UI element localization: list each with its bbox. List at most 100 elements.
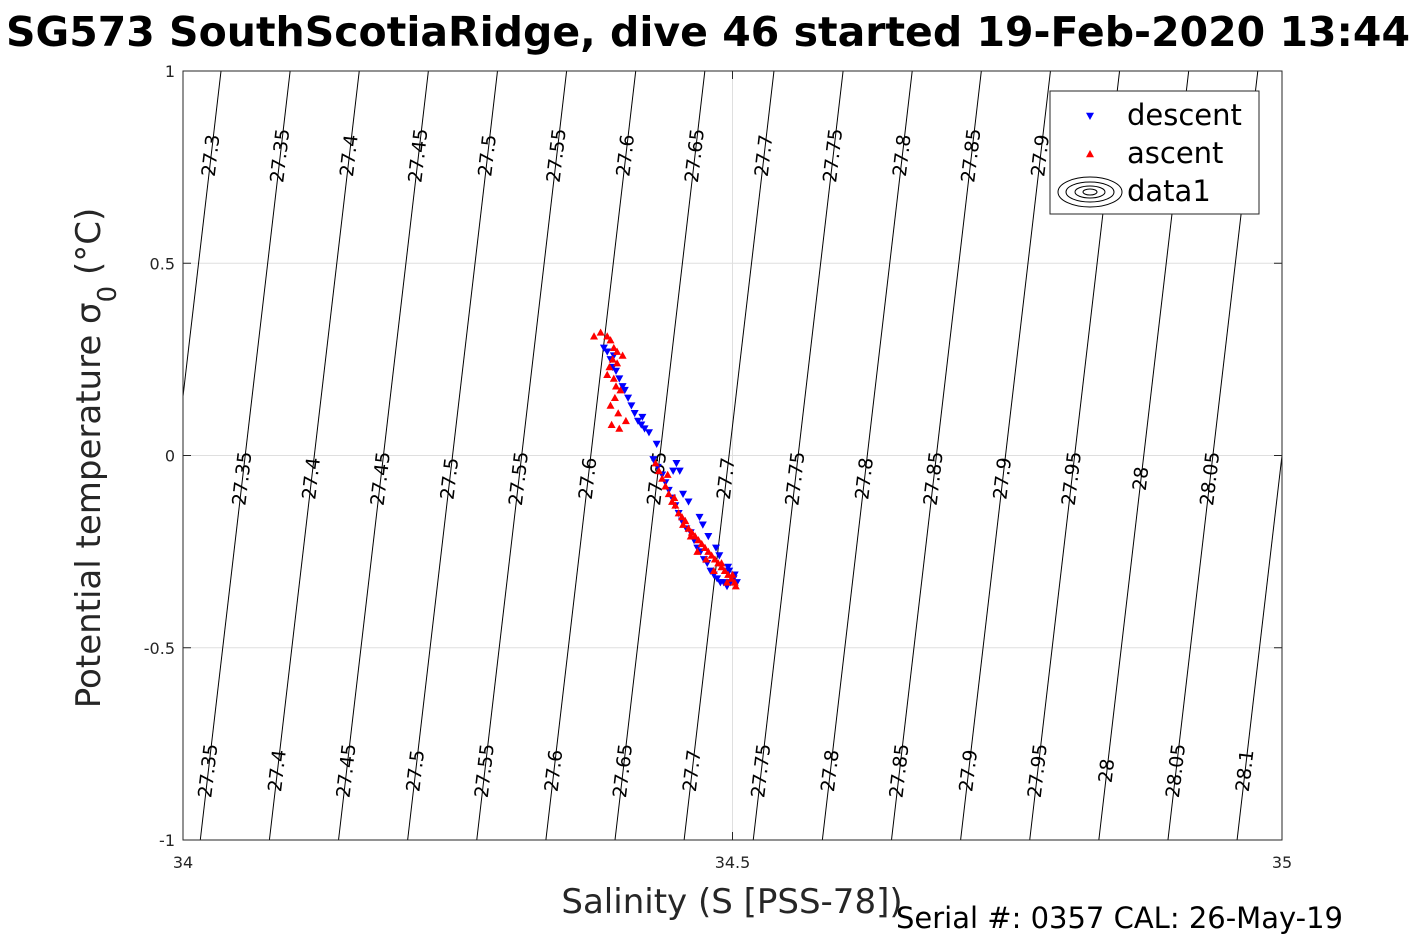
contour-line xyxy=(1306,71,1396,840)
ascent-point xyxy=(728,570,737,578)
ascent-point xyxy=(709,566,718,575)
descent-point xyxy=(620,386,629,395)
contour-label: 27.3 xyxy=(198,133,225,178)
ascent-point xyxy=(605,363,614,371)
contour-label: 27.7 xyxy=(751,133,778,178)
descent-point xyxy=(669,467,678,475)
contour-label: 27.35 xyxy=(228,450,256,507)
ascent-point xyxy=(621,416,630,425)
y-axis-label-subscript: 0 xyxy=(93,286,123,303)
descent-point xyxy=(725,567,734,575)
ascent-point xyxy=(677,513,686,521)
contour-label: 27.8 xyxy=(817,748,844,793)
ascent-point xyxy=(596,328,605,336)
ascent-point xyxy=(613,347,622,355)
descent-point xyxy=(612,367,621,375)
descent-point xyxy=(615,375,624,383)
contour-line xyxy=(821,71,913,840)
contour-label: 27.95 xyxy=(1024,743,1052,800)
contour-label: 28 xyxy=(1129,465,1154,492)
contour-label: 27.75 xyxy=(819,127,847,184)
descent-point xyxy=(644,429,653,437)
ascent-point xyxy=(614,409,623,417)
ascent-point xyxy=(608,355,617,363)
legend-markers xyxy=(1057,112,1123,208)
y-axis-label: Potential temperature σ xyxy=(69,302,109,708)
contour-line xyxy=(1236,451,1282,840)
descent-point xyxy=(698,521,707,529)
contour-label: 27.45 xyxy=(367,450,395,507)
contour-label: 27.4 xyxy=(264,749,291,794)
ascent-point xyxy=(610,393,619,402)
contour-label: 28.05 xyxy=(1196,450,1224,507)
y-axis-label-group: Potential temperature σ0 (°C) xyxy=(69,208,123,708)
contour-label: 27.6 xyxy=(575,456,602,501)
descent-point xyxy=(715,552,724,560)
y-tick-label: 1 xyxy=(165,62,175,81)
y-tick-label: -1 xyxy=(159,831,175,850)
ascent-point xyxy=(616,386,625,394)
contour-label: 28.05 xyxy=(1162,742,1190,799)
axis-ticks: 34 34.5 35 -1 -0.5 0 0.5 1 xyxy=(144,62,1292,872)
x-tick-label: 34.5 xyxy=(715,853,751,872)
contour-label: 27.75 xyxy=(781,450,809,507)
ascent-point xyxy=(717,559,726,567)
descent-point xyxy=(652,440,661,448)
contour-line xyxy=(752,71,844,840)
contour-line xyxy=(338,71,429,840)
descent-point xyxy=(684,498,693,506)
isopycnal-contours xyxy=(183,71,1396,840)
ascent-point xyxy=(723,578,732,586)
ascent-point xyxy=(674,509,683,517)
ascent-point xyxy=(730,578,739,586)
contour-label: 27.65 xyxy=(609,743,637,800)
descent-point xyxy=(724,563,733,572)
svg-text:Potential temperature σ0 (°C): Potential temperature σ0 (°C) xyxy=(69,208,123,708)
y-tick-label: -0.5 xyxy=(144,639,175,658)
contour-label: 27.75 xyxy=(747,742,775,799)
ascent-point xyxy=(609,374,618,382)
contour-line xyxy=(199,71,291,840)
descent-point xyxy=(704,533,713,541)
contour-line xyxy=(683,71,775,840)
contour-line xyxy=(960,71,1051,840)
descent-point xyxy=(627,402,636,410)
contour-label: 27.5 xyxy=(436,456,463,501)
chart-title: SG573 SouthScotiaRidge, dive 46 started … xyxy=(6,8,1410,56)
descent-point xyxy=(695,513,704,522)
descent-point xyxy=(649,456,658,464)
ascent-point xyxy=(671,501,680,509)
contour-label: 27.4 xyxy=(298,456,325,501)
contour-line xyxy=(268,71,360,840)
contour-line xyxy=(183,71,222,401)
ascent-point xyxy=(710,555,719,563)
contour-line xyxy=(890,71,982,840)
contour-label: 27.5 xyxy=(402,748,429,793)
legend-contour-ring xyxy=(1065,181,1115,203)
descent-point xyxy=(599,344,608,352)
contour-labels: 27.3 27.35 27.4 27.45 27.5 27.55 27.6 27.65 27.7… xyxy=(194,127,1262,799)
contour-label: 27.9 xyxy=(955,749,982,794)
contour-line xyxy=(614,71,706,840)
contour-label: 27.55 xyxy=(543,127,571,184)
legend-ascent-label: ascent xyxy=(1127,136,1223,170)
descent-point xyxy=(633,417,642,425)
ascent-point xyxy=(727,574,736,582)
serial-cal-text: Serial #: 0357 CAL: 26-May-19 xyxy=(896,901,1343,935)
contour-label: 27.9 xyxy=(989,456,1016,501)
contour-label: 27.45 xyxy=(404,127,432,184)
legend-data1-label: data1 xyxy=(1127,174,1211,208)
x-tick-label: 34 xyxy=(173,853,193,872)
legend: descent ascent data1 xyxy=(1049,90,1260,215)
contour-label: 27.95 xyxy=(1058,450,1086,507)
x-axis-label: Salinity (S [PSS-78]) xyxy=(561,882,902,922)
ascent-point xyxy=(664,489,673,498)
ascent-point xyxy=(687,528,696,536)
ascent-point xyxy=(654,466,663,475)
contour-label: 27.35 xyxy=(194,743,222,800)
descent-point xyxy=(679,490,688,498)
descent-point xyxy=(672,459,681,468)
ascent-point xyxy=(702,555,711,563)
y-axis-label-unit: (°C) xyxy=(69,208,109,275)
descent-point xyxy=(712,544,721,552)
